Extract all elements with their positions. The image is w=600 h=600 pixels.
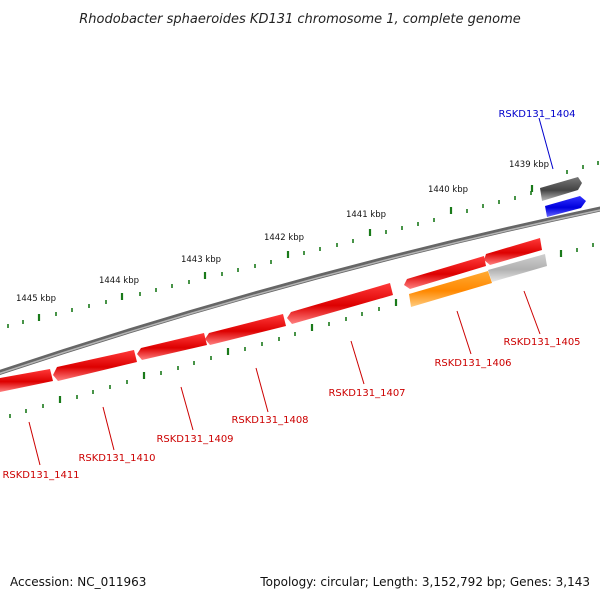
scale-label-1439: 1439 kbp (509, 160, 549, 170)
scale-labels: 1439 kbp 1440 kbp 1441 kbp 1442 kbp 1443… (16, 160, 549, 304)
gene-label-rskd131-1410[interactable]: RSKD131_1410 (78, 453, 155, 464)
scale-label-1442: 1442 kbp (264, 233, 304, 243)
gene-labels: RSKD131_1404 RSKD131_1405 RSKD131_1406 R… (2, 109, 580, 481)
gene-rskd131-1411[interactable] (0, 369, 53, 392)
map-title: Rhodobacter sphaeroides KD131 chromosome… (79, 12, 520, 27)
gene-rskd131-1410[interactable] (53, 350, 137, 381)
gene-label-rskd131-1409[interactable]: RSKD131_1409 (156, 434, 233, 445)
gene-rskd131-1404[interactable] (545, 196, 586, 217)
gene-label-rskd131-1404[interactable]: RSKD131_1404 (498, 109, 575, 120)
gene-label-rskd131-1406[interactable]: RSKD131_1406 (434, 358, 511, 369)
gene-rskd131-1404-track-dark[interactable] (540, 177, 582, 201)
gene-label-rskd131-1408[interactable]: RSKD131_1408 (231, 415, 308, 426)
scale-label-1444: 1444 kbp (99, 276, 139, 286)
gene-rskd131-1409[interactable] (137, 333, 207, 360)
gene-leader-lines (28, 117, 554, 466)
gene-label-rskd131-1407[interactable]: RSKD131_1407 (328, 388, 405, 399)
genome-summary-text: Topology: circular; Length: 3,152,792 bp… (259, 575, 590, 589)
scale-label-1445: 1445 kbp (16, 294, 56, 304)
scale-label-1441: 1441 kbp (346, 210, 386, 220)
gene-rskd131-1405[interactable] (484, 238, 542, 265)
chromosome-backbone (0, 206, 600, 375)
gene-rskd131-1407[interactable] (287, 283, 393, 324)
gene-rskd131-1405-grey[interactable] (488, 254, 547, 282)
gene-label-rskd131-1411[interactable]: RSKD131_1411 (2, 470, 79, 481)
accession-text: Accession: NC_011963 (10, 575, 146, 589)
gene-features (0, 177, 586, 392)
scale-label-1440: 1440 kbp (428, 185, 468, 195)
gene-rskd131-1406[interactable] (404, 256, 486, 289)
gene-rskd131-1408[interactable] (205, 314, 286, 345)
outer-tick-ring (7, 161, 599, 328)
gene-label-rskd131-1405[interactable]: RSKD131_1405 (503, 337, 580, 348)
gene-rskd131-1406-orange[interactable] (409, 271, 492, 307)
scale-label-1443: 1443 kbp (181, 255, 221, 265)
